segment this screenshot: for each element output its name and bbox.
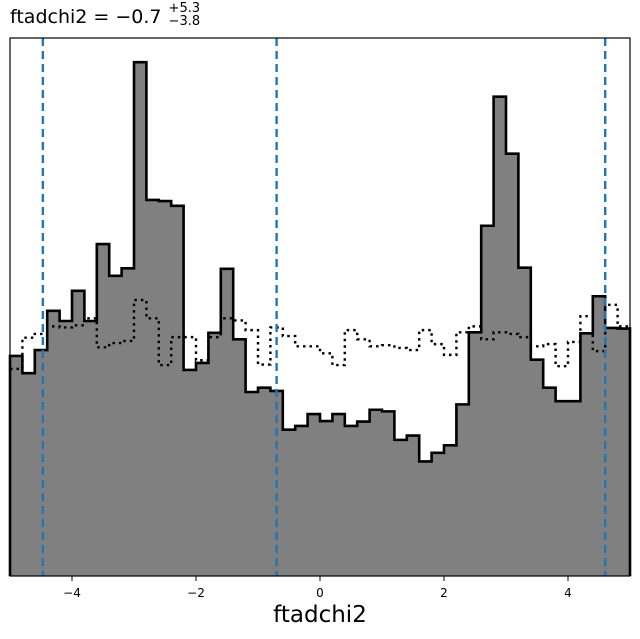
histogram-bar [444, 445, 457, 576]
histogram-bar [506, 153, 519, 577]
histogram-bar [183, 369, 197, 576]
histogram-bar [605, 327, 618, 576]
title-errors: +5.3 −3.8 [169, 2, 201, 28]
histogram-bar [344, 425, 358, 576]
histogram-bar [258, 387, 271, 576]
histogram-bar [34, 350, 48, 576]
histogram-bar [233, 339, 246, 576]
histogram-bar [568, 401, 581, 576]
histogram-bar [543, 387, 556, 576]
histogram-bar [419, 461, 432, 576]
histogram-bar [121, 268, 135, 576]
histogram-bar [307, 414, 321, 576]
histogram-bar [220, 268, 234, 576]
x-axis-label: ftadchi2 [273, 602, 367, 628]
x-tick-label: 4 [564, 586, 572, 600]
histogram-bar [468, 332, 482, 576]
x-tick-label: −2 [187, 586, 205, 600]
histogram-bar [617, 328, 631, 576]
histogram-bar [518, 267, 532, 576]
histogram-bar [282, 429, 296, 576]
histogram-bar [10, 355, 23, 576]
histogram-bar [332, 414, 346, 576]
histogram-bar [394, 439, 408, 576]
histogram-bar [481, 225, 494, 576]
x-axis-ticks: −4 −2 0 2 4 [63, 576, 572, 600]
histogram-bar [369, 409, 383, 576]
histogram-bar [456, 404, 470, 576]
histogram-bar [59, 320, 73, 576]
histogram-bar [245, 392, 259, 576]
histogram-bar [134, 62, 147, 576]
histogram-bar [530, 359, 544, 576]
histogram-bar [592, 296, 606, 576]
histogram-bar [146, 199, 160, 577]
x-tick-label: 0 [316, 586, 324, 600]
histogram-bar [406, 435, 420, 576]
histogram-bar [96, 244, 110, 576]
title-upper-error: +5.3 [168, 1, 201, 16]
histogram-bar [580, 333, 594, 576]
title-main: ftadchi2 = −0.7 [10, 6, 162, 28]
histogram-bar [171, 205, 184, 576]
histogram-bar [72, 290, 85, 576]
histogram-bar [158, 201, 172, 576]
histogram-bar [493, 96, 507, 576]
x-tick-label: 2 [440, 586, 448, 600]
histogram-bar [295, 425, 308, 576]
title-lower-error: −3.8 [168, 14, 201, 29]
histogram-bar [196, 362, 209, 576]
histogram-bar [22, 373, 36, 576]
quantile-lines [41, 38, 607, 576]
chart-title: ftadchi2 = −0.7 +5.3 −3.8 [10, 2, 200, 34]
histogram-bar [431, 452, 445, 576]
histogram-bar [320, 421, 333, 576]
histogram-bar [382, 411, 395, 576]
filled-histogram [8, 60, 632, 577]
filled-histogram-outline [8, 60, 632, 576]
histogram-bar [84, 320, 98, 576]
histogram-bar [555, 401, 569, 576]
histogram-bar [208, 332, 222, 576]
histogram-bar [109, 275, 122, 576]
histogram-bar [357, 421, 370, 576]
histogram-bar [47, 310, 60, 576]
x-tick-label: −4 [63, 586, 81, 600]
